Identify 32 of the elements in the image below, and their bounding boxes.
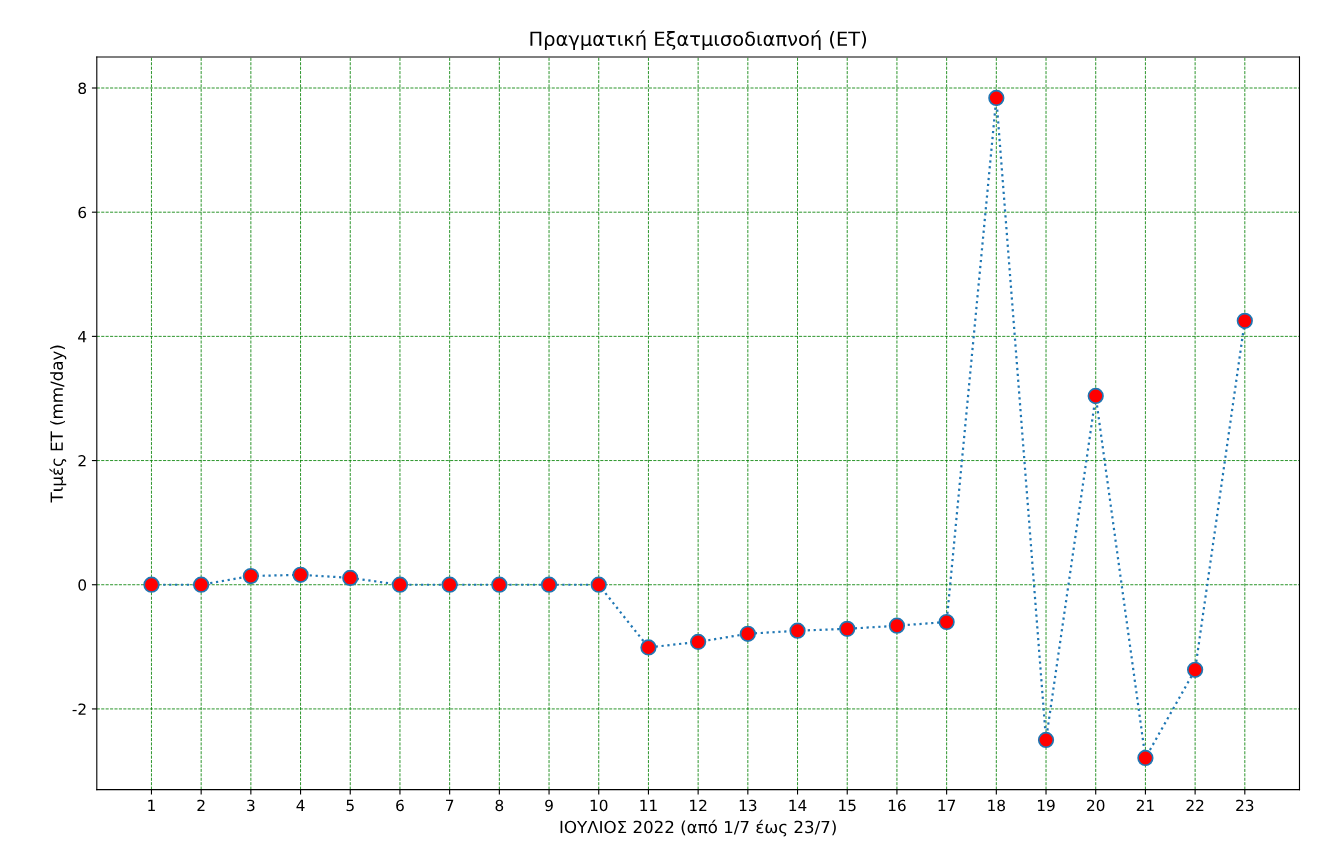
x-tick-label: 15 [839,799,856,812]
y-tick-label: 4 [78,331,87,343]
y-tick-label: 0 [78,579,87,591]
x-tick-label: 21 [1136,799,1154,811]
y-tick-label: -2 [72,703,86,715]
x-tick-label: 12 [690,799,707,811]
x-tick-label: 17 [938,799,956,811]
x-tick-label: 13 [739,799,757,812]
x-tick-label: 7 [446,799,454,811]
x-tick-label: 5 [346,799,354,812]
y-axis-title: Τιμές ET (mm/day) [49,345,67,503]
y-tick-label: 6 [78,206,87,219]
x-tick-label: 3 [247,799,255,812]
x-tick-label: 14 [789,799,807,811]
x-tick-label: 20 [1087,799,1105,812]
x-tick-label: 4 [296,799,305,811]
x-tick-label: 8 [495,799,504,812]
x-tick-label: 22 [1186,799,1204,811]
x-tick-label: 16 [888,799,906,812]
x-tick-label: 1 [148,799,155,811]
y-tick-label: 2 [78,455,86,467]
x-tick-label: 18 [988,799,1005,812]
chart-title: Πραγματική Εξατμισοδιαπνοή (ET) [530,30,867,50]
x-tick-label: 9 [545,799,553,812]
x-tick-label: 23 [1236,799,1254,812]
x-tick-label: 2 [197,799,205,811]
x-tick-label: 6 [396,799,404,812]
x-tick-label: 10 [590,799,608,812]
x-tick-label: 11 [640,799,657,811]
x-tick-label: 19 [1037,799,1055,812]
x-axis-title: ΙΟΥΛΙΟΣ 2022 (από 1/7 έως 23/7) [560,819,836,837]
y-tick-label: 8 [78,82,87,95]
